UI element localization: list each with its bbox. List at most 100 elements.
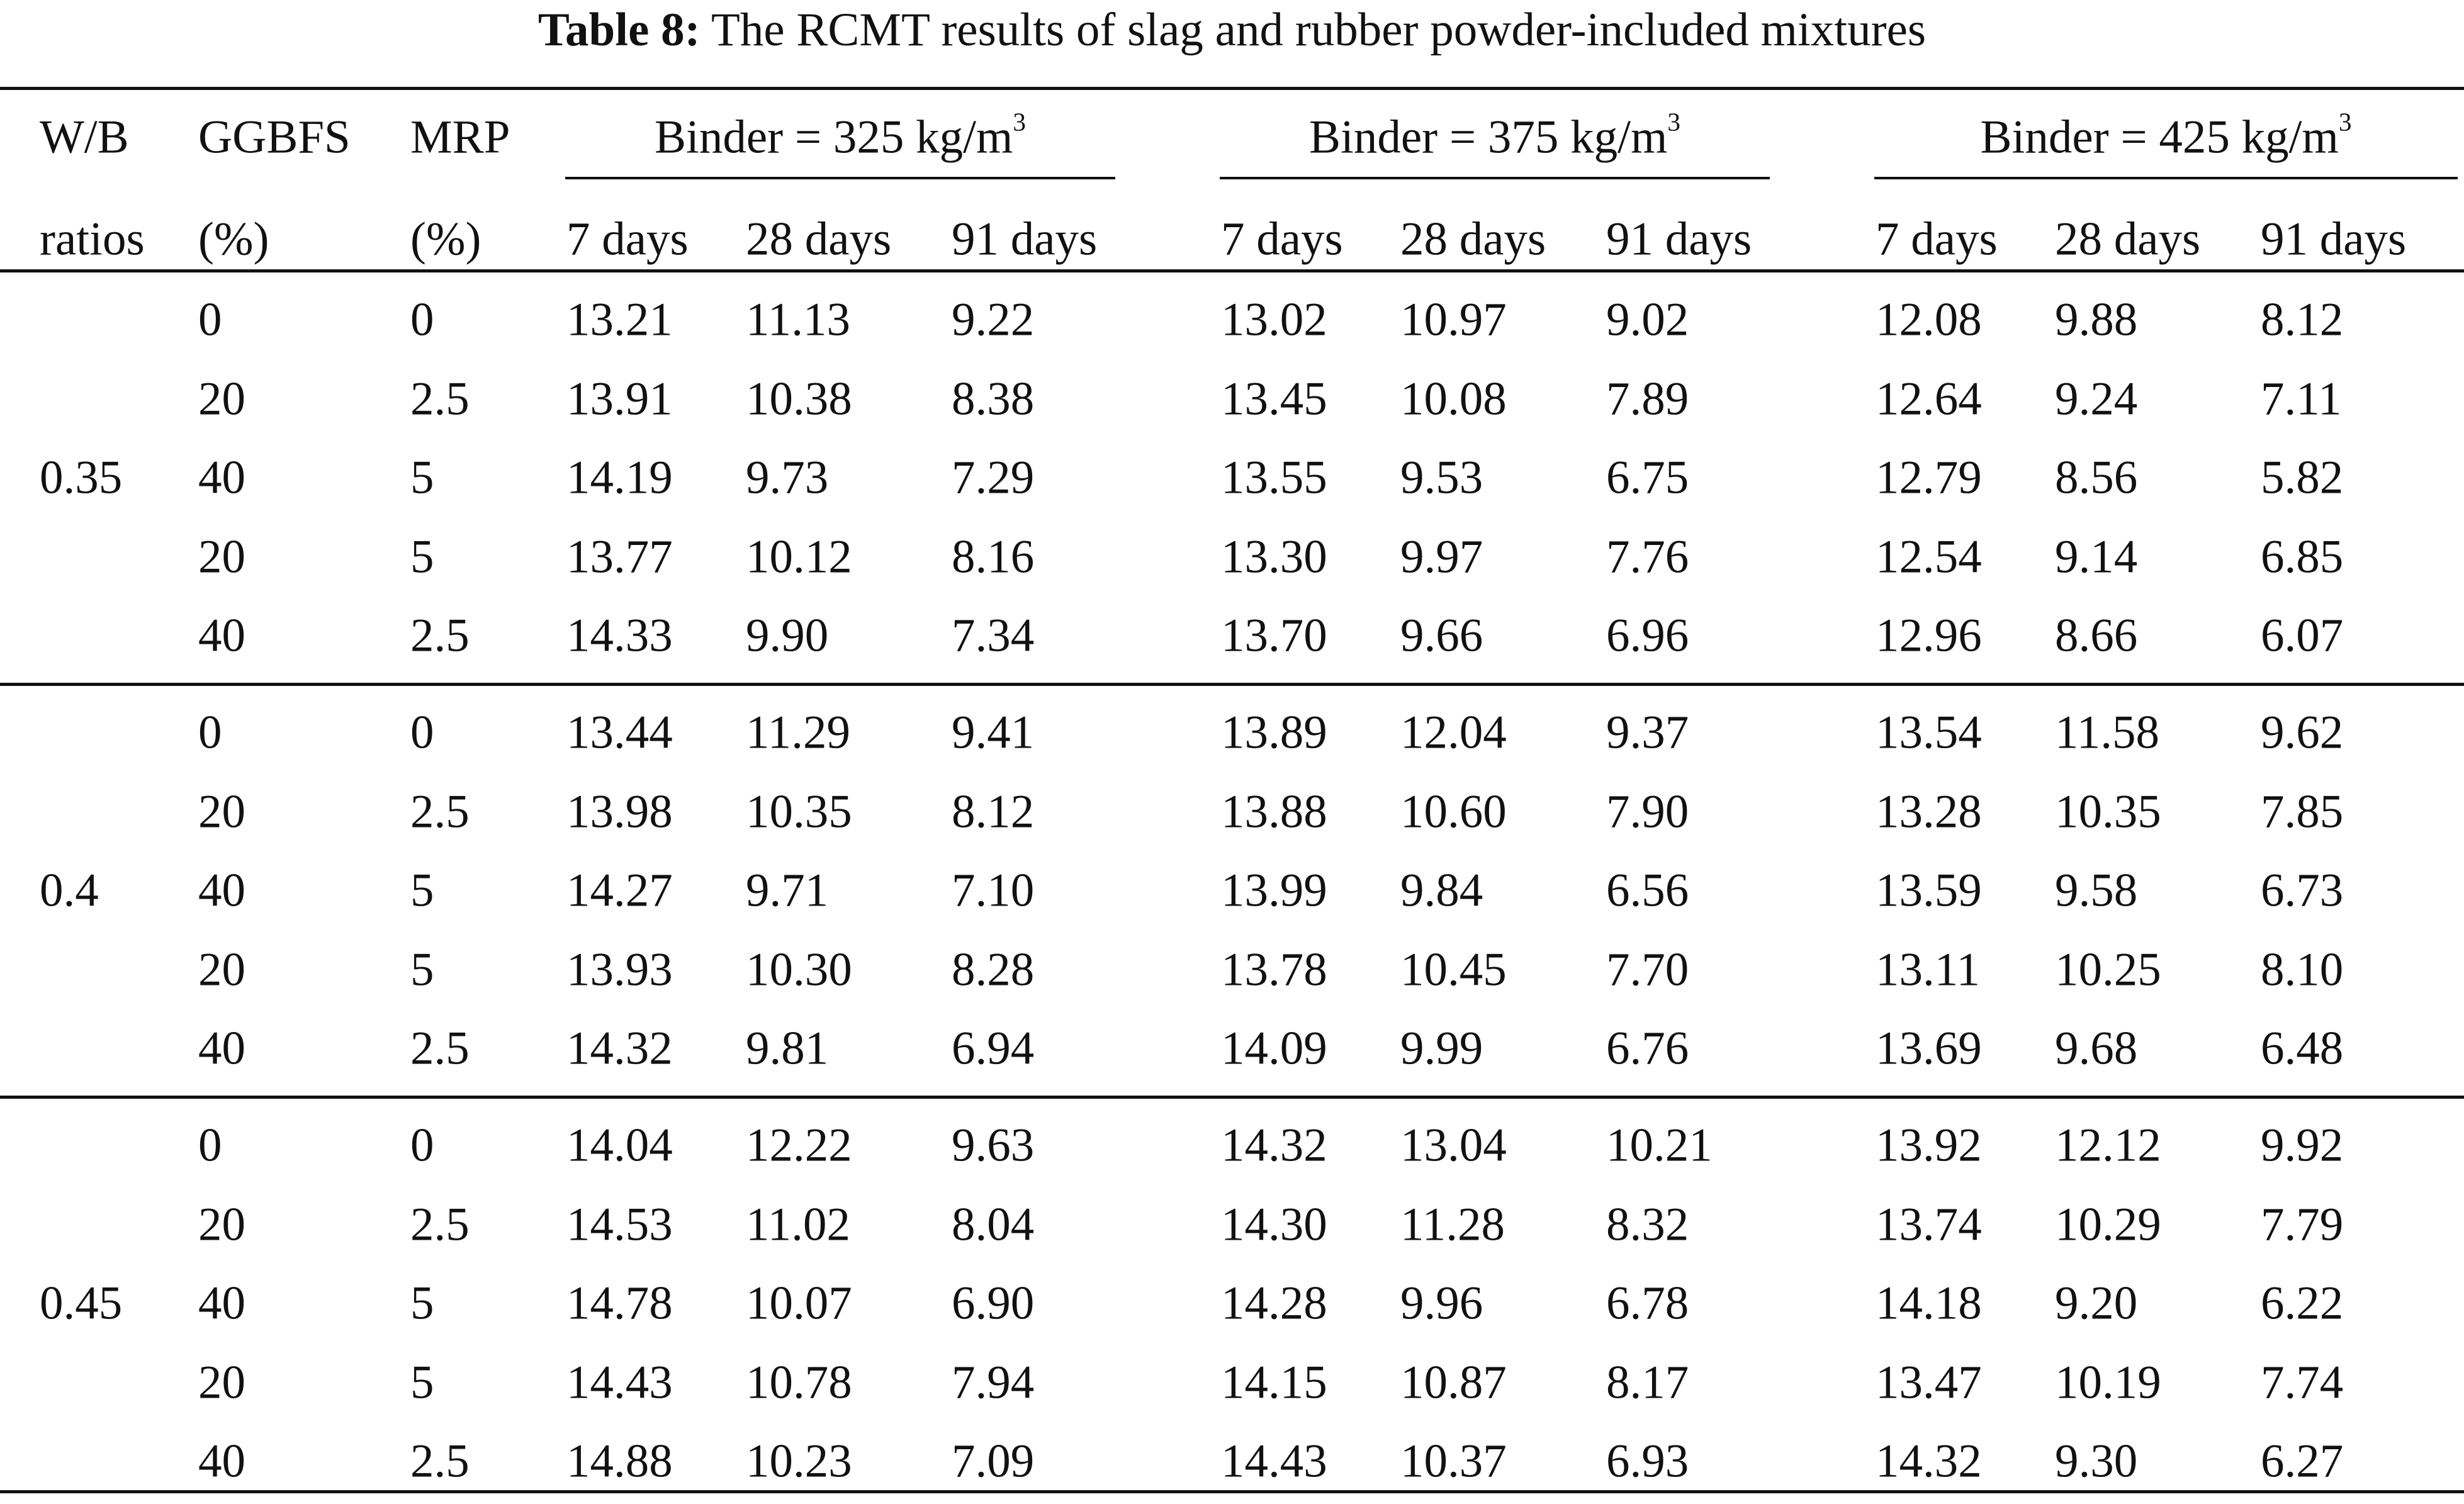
cell-value: 10.35 (746, 785, 852, 838)
cell-value: 10.37 (1400, 1435, 1507, 1488)
cell-ggbfs: 40 (198, 451, 245, 504)
cell-value: 13.69 (1876, 1022, 1982, 1075)
cell-mrp: 2.5 (410, 1198, 470, 1251)
cell-value: 7.34 (952, 609, 1035, 662)
cell-value: 9.58 (2055, 864, 2138, 917)
cell-mrp: 5 (410, 943, 434, 996)
cell-value: 6.22 (2261, 1277, 2344, 1330)
cell-value: 9.73 (746, 451, 829, 504)
cell-value: 9.84 (1400, 864, 1483, 917)
cell-wb-ratio: 0.45 (40, 1277, 123, 1330)
cell-mrp: 5 (410, 1356, 434, 1409)
cell-value: 6.56 (1606, 864, 1689, 917)
cell-value: 10.07 (746, 1277, 852, 1330)
cell-value: 14.88 (566, 1435, 673, 1488)
cell-value: 13.54 (1876, 706, 1982, 759)
cell-value: 14.15 (1221, 1356, 1327, 1409)
cell-value: 7.11 (2261, 373, 2342, 425)
cell-mrp: 0 (410, 1119, 434, 1172)
header-mrp-line2: (%) (410, 213, 481, 266)
cell-value: 12.64 (1876, 373, 1982, 425)
cell-ggbfs: 40 (198, 1435, 245, 1488)
cell-wb-ratio: 0.4 (40, 864, 99, 917)
cell-value: 6.90 (952, 1277, 1035, 1330)
cell-mrp: 2.5 (410, 785, 470, 838)
cell-value: 13.74 (1876, 1198, 1982, 1251)
cell-value: 13.93 (566, 943, 673, 996)
cell-mrp: 2.5 (410, 1022, 470, 1075)
cell-value: 12.08 (1876, 293, 1982, 346)
cell-value: 10.19 (2055, 1356, 2161, 1409)
cell-mrp: 0 (410, 706, 434, 759)
cell-value: 10.21 (1606, 1119, 1713, 1172)
cell-value: 12.04 (1400, 706, 1507, 759)
cell-value: 12.22 (746, 1119, 852, 1172)
cell-value: 9.14 (2055, 530, 2138, 583)
cell-value: 10.97 (1400, 293, 1507, 346)
header-wb-line2: ratios (40, 213, 145, 266)
cell-ggbfs: 0 (198, 293, 222, 346)
cell-value: 13.04 (1400, 1119, 1507, 1172)
cell-mrp: 5 (410, 451, 434, 504)
cell-value: 13.88 (1221, 785, 1327, 838)
cell-value: 8.12 (952, 785, 1035, 838)
table-title: The RCMT results of slag and rubber powd… (711, 4, 1927, 56)
cell-value: 8.12 (2261, 293, 2344, 346)
cell-value: 9.24 (2055, 373, 2138, 425)
header-binder-group: Binder = 325 kg/m3 (565, 109, 1115, 164)
cell-value: 13.78 (1221, 943, 1327, 996)
cell-mrp: 5 (410, 864, 434, 917)
cell-value: 7.85 (2261, 785, 2344, 838)
header-age: 91 days (952, 213, 1098, 266)
cell-value: 7.90 (1606, 785, 1689, 838)
cell-value: 13.47 (1876, 1356, 1982, 1409)
cell-value: 14.32 (566, 1022, 673, 1075)
cell-value: 12.54 (1876, 530, 1982, 583)
cell-value: 9.88 (2055, 293, 2138, 346)
cell-value: 12.12 (2055, 1119, 2161, 1172)
cell-value: 9.96 (1400, 1277, 1483, 1330)
cell-value: 12.79 (1876, 451, 1982, 504)
cell-value: 6.07 (2261, 609, 2344, 662)
cell-value: 6.48 (2261, 1022, 2344, 1075)
table-caption: Table 8: The RCMT results of slag and ru… (0, 0, 2464, 60)
cell-value: 11.58 (2055, 706, 2159, 759)
cell-value: 13.98 (566, 785, 673, 838)
header-age: 7 days (566, 213, 689, 266)
cell-value: 9.63 (952, 1119, 1035, 1172)
header-binder-group: Binder = 375 kg/m3 (1220, 109, 1770, 164)
binder-group-label: Binder = 375 kg/m (1309, 111, 1668, 164)
binder-group-underline (1220, 177, 1770, 179)
cell-value: 7.79 (2261, 1198, 2344, 1251)
cell-value: 7.29 (952, 451, 1035, 504)
cell-value: 9.92 (2261, 1119, 2344, 1172)
cell-value: 6.94 (952, 1022, 1035, 1075)
cell-value: 9.22 (952, 293, 1035, 346)
binder-group-label: Binder = 325 kg/m (655, 111, 1013, 164)
cell-mrp: 0 (410, 293, 434, 346)
binder-group-underline (1874, 177, 2458, 179)
cell-value: 14.33 (566, 609, 673, 662)
cell-value: 13.77 (566, 530, 673, 583)
cell-value: 8.04 (952, 1198, 1035, 1251)
cell-mrp: 2.5 (410, 1435, 470, 1488)
cell-value: 14.19 (566, 451, 673, 504)
header-ggbfs-line2: (%) (198, 213, 269, 266)
cell-ggbfs: 20 (198, 1356, 245, 1409)
cell-value: 9.68 (2055, 1022, 2138, 1075)
cell-value: 9.02 (1606, 293, 1689, 346)
cell-value: 7.76 (1606, 530, 1689, 583)
cell-value: 9.20 (2055, 1277, 2138, 1330)
header-ggbfs-line1: GGBFS (198, 111, 351, 164)
header-age: 91 days (1606, 213, 1752, 266)
cell-value: 14.53 (566, 1198, 673, 1251)
cell-ggbfs: 20 (198, 373, 245, 425)
cell-value: 14.18 (1876, 1277, 1982, 1330)
header-wb-line1: W/B (40, 111, 129, 164)
table-bottom-rule (0, 1490, 2464, 1493)
cell-value: 7.10 (952, 864, 1035, 917)
cell-mrp: 5 (410, 1277, 434, 1330)
table-top-rule (0, 87, 2464, 90)
cell-value: 11.29 (746, 706, 850, 759)
cell-value: 6.27 (2261, 1435, 2344, 1488)
